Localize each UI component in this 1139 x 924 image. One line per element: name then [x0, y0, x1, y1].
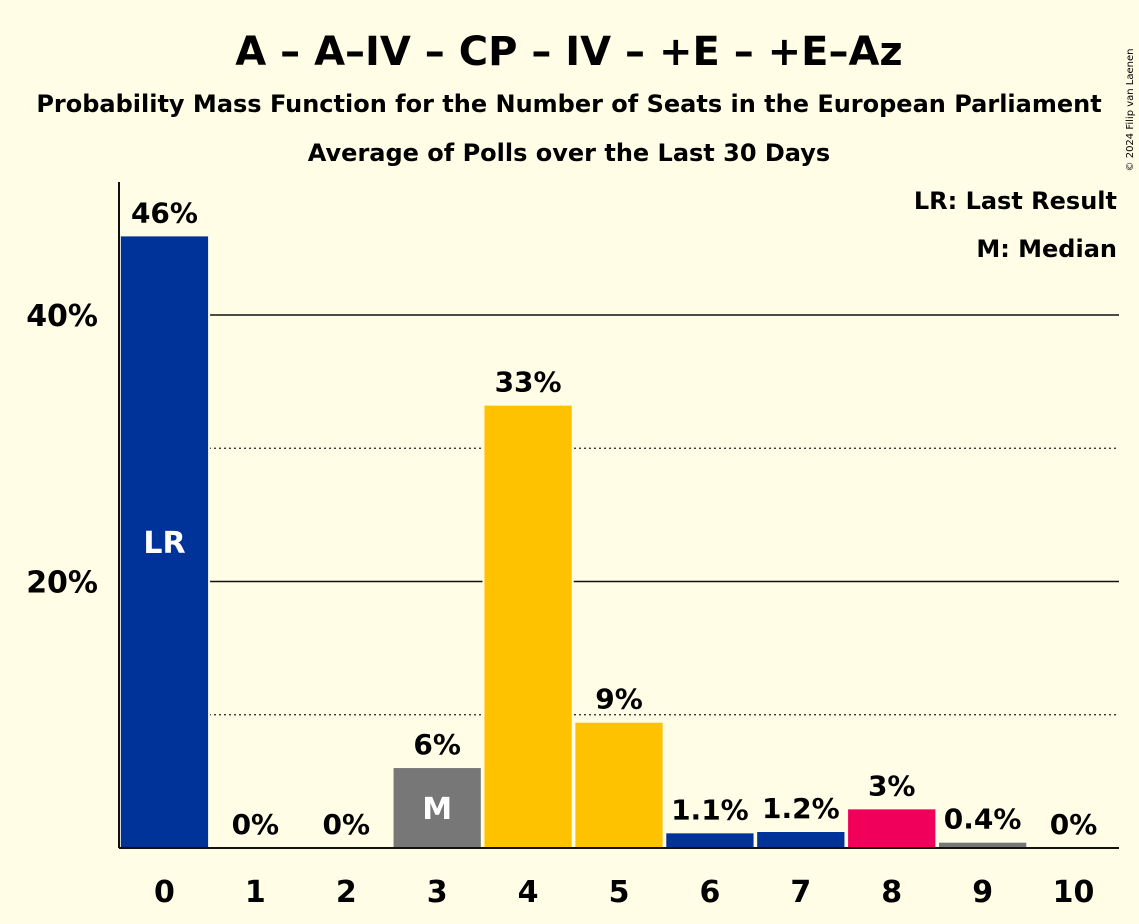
median-marker: M	[422, 792, 452, 827]
data-label-4: 33%	[495, 366, 562, 399]
x-tick-label-0: 0	[154, 875, 175, 910]
x-tick-label-5: 5	[609, 875, 630, 910]
data-label-9: 0.4%	[944, 803, 1022, 836]
data-label-1: 0%	[232, 808, 280, 841]
bar-7	[757, 832, 845, 848]
bar-3	[393, 768, 481, 848]
y-tick-label: 40%	[26, 299, 98, 334]
y-tick-label: 20%	[26, 566, 98, 601]
x-tick-label-4: 4	[518, 875, 539, 910]
bar-4	[484, 405, 572, 848]
data-label-5: 9%	[595, 683, 643, 716]
legend-last-result: LR: Last Result	[914, 187, 1117, 215]
chart-subtitle: Probability Mass Function for the Number…	[36, 90, 1101, 118]
bar-0	[120, 236, 209, 848]
chart-title: A – A–IV – CP – IV – +E – +E–Az	[235, 29, 902, 75]
bar-6	[666, 833, 754, 848]
x-tick-label-3: 3	[427, 875, 448, 910]
data-label-2: 0%	[322, 808, 370, 841]
data-label-0: 46%	[131, 196, 198, 229]
x-tick-label-9: 9	[972, 875, 993, 910]
copyright-text: © 2024 Filip van Laenen	[1125, 49, 1136, 172]
x-tick-label-10: 10	[1053, 875, 1095, 910]
chart-subtitle-2: Average of Polls over the Last 30 Days	[308, 139, 830, 167]
legend-median: M: Median	[976, 235, 1117, 263]
data-label-7: 1.2%	[762, 792, 840, 825]
bar-5	[575, 722, 663, 848]
x-tick-label-1: 1	[245, 875, 266, 910]
data-label-6: 1.1%	[671, 793, 749, 826]
data-label-3: 6%	[413, 728, 461, 761]
x-tick-label-7: 7	[790, 875, 811, 910]
data-labels: 46% 0% 0% 6% 33% 9% 1.1% 1.2% 3% 0.4% 0% LR M	[131, 196, 1097, 841]
bar-9	[939, 842, 1027, 848]
x-tick-label-6: 6	[699, 875, 720, 910]
bars	[118, 234, 1029, 848]
last-result-marker: LR	[143, 526, 185, 561]
data-label-10: 0%	[1050, 808, 1098, 841]
data-label-8: 3%	[868, 769, 916, 802]
bar-8	[848, 809, 936, 848]
x-tick-label-8: 8	[881, 875, 902, 910]
x-tick-label-2: 2	[336, 875, 357, 910]
axes: 20% 40% 0 1 2 3 4 5 6 7 8 9 10	[26, 182, 1119, 910]
gridlines	[119, 314, 1119, 716]
